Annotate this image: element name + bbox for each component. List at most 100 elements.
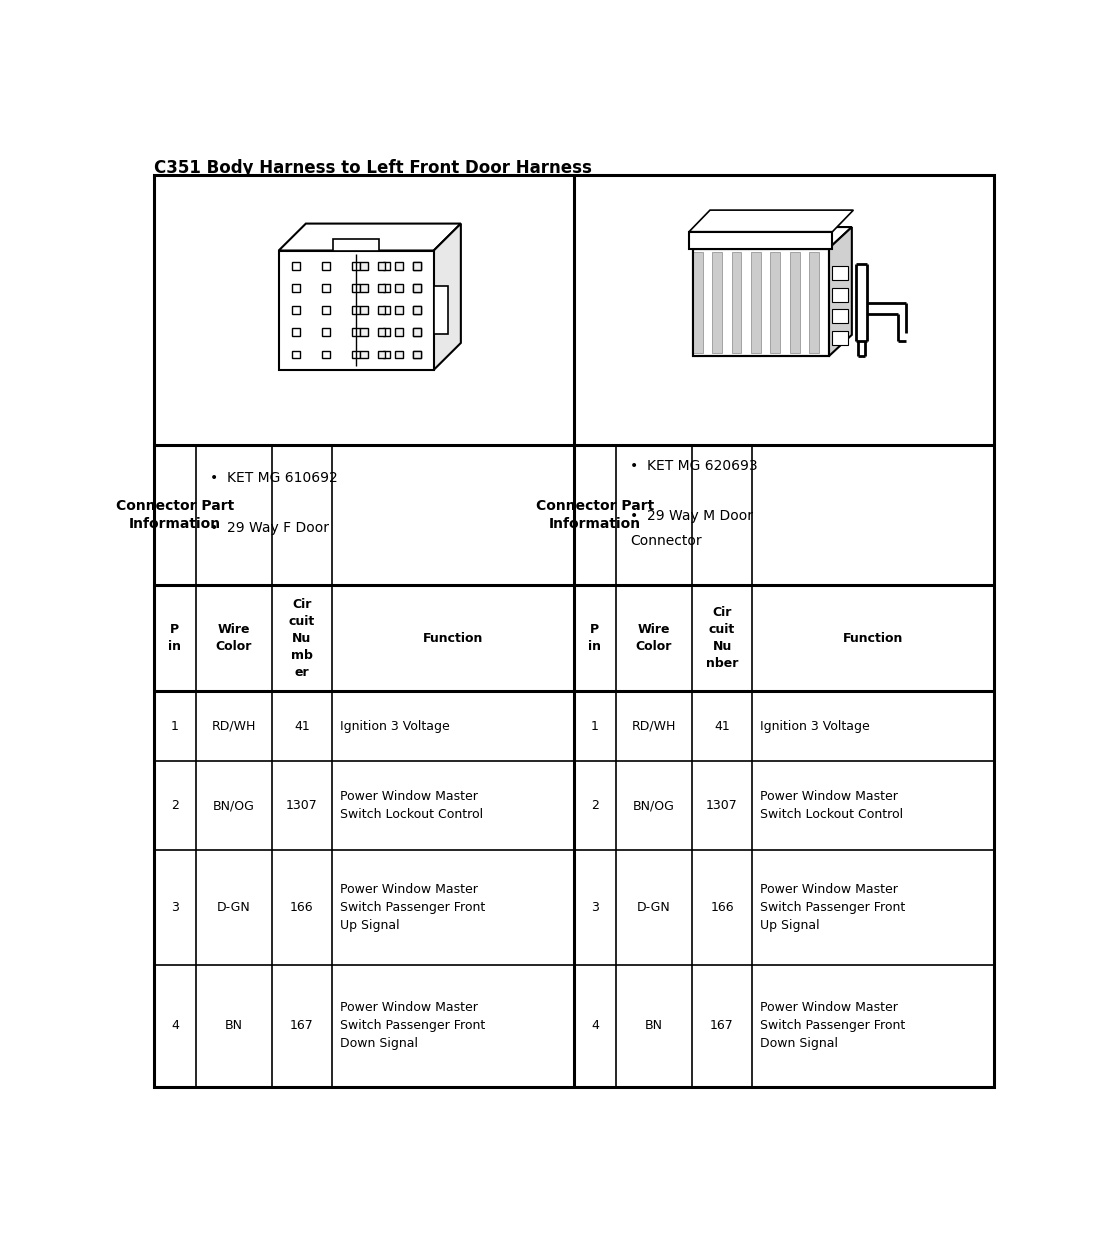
Text: Power Window Master
Switch Passenger Front
Down Signal: Power Window Master Switch Passenger Fro… — [340, 1001, 485, 1050]
Text: Ignition 3 Voltage: Ignition 3 Voltage — [340, 720, 450, 733]
Text: Function: Function — [423, 632, 484, 644]
Bar — [771, 253, 781, 352]
Bar — [377, 351, 385, 358]
Text: BN/OG: BN/OG — [213, 799, 254, 812]
Bar — [323, 328, 330, 336]
Text: 41: 41 — [295, 720, 310, 733]
Bar — [413, 262, 420, 270]
Bar — [413, 306, 420, 313]
Bar — [413, 328, 420, 336]
Text: Connector Part
Information: Connector Part Information — [115, 499, 234, 531]
Bar — [383, 306, 391, 313]
Text: Cir
cuit
Nu
nber: Cir cuit Nu nber — [706, 606, 738, 671]
Text: 1: 1 — [171, 720, 179, 733]
Polygon shape — [829, 228, 852, 357]
Text: D-GN: D-GN — [637, 901, 671, 914]
Text: 1307: 1307 — [286, 799, 318, 812]
Bar — [292, 351, 300, 358]
Bar — [383, 328, 391, 336]
Text: Power Window Master
Switch Lockout Control: Power Window Master Switch Lockout Contr… — [760, 790, 903, 821]
Text: C351 Body Harness to Left Front Door Harness: C351 Body Harness to Left Front Door Har… — [153, 158, 591, 177]
Bar — [353, 351, 361, 358]
Bar — [413, 284, 420, 292]
Text: 166: 166 — [290, 901, 314, 914]
Bar — [323, 284, 330, 292]
Bar — [832, 310, 848, 323]
Bar — [790, 253, 800, 352]
Text: 167: 167 — [710, 1019, 734, 1033]
Text: •  KET MG 620693

•  29 Way M Door
Connector: • KET MG 620693 • 29 Way M Door Connecto… — [629, 459, 757, 547]
Bar — [361, 262, 367, 270]
Bar — [353, 328, 361, 336]
Text: 2: 2 — [591, 799, 599, 812]
Text: P
in: P in — [588, 623, 601, 653]
Bar — [377, 284, 385, 292]
Text: 41: 41 — [715, 720, 730, 733]
Bar — [292, 284, 300, 292]
Bar — [292, 328, 300, 336]
Text: P
in: P in — [168, 623, 181, 653]
Text: Power Window Master
Switch Passenger Front
Down Signal: Power Window Master Switch Passenger Fro… — [760, 1001, 905, 1050]
Bar — [810, 253, 819, 352]
Polygon shape — [279, 224, 460, 250]
Text: 1: 1 — [591, 720, 599, 733]
Bar — [832, 287, 848, 302]
Bar — [333, 239, 380, 250]
Polygon shape — [433, 224, 460, 369]
Bar — [413, 262, 420, 270]
Bar — [413, 351, 420, 358]
Text: Function: Function — [843, 632, 904, 644]
Text: 2: 2 — [171, 799, 179, 812]
Polygon shape — [689, 210, 853, 231]
Text: 167: 167 — [290, 1019, 314, 1033]
Bar — [693, 249, 829, 357]
Text: Ignition 3 Voltage: Ignition 3 Voltage — [760, 720, 870, 733]
Bar — [712, 253, 722, 352]
Bar — [353, 306, 361, 313]
Text: Connector Part
Information: Connector Part Information — [535, 499, 654, 531]
Polygon shape — [693, 228, 852, 249]
Bar — [377, 262, 385, 270]
Bar — [395, 328, 403, 336]
Text: BN: BN — [225, 1019, 243, 1033]
Bar — [395, 262, 403, 270]
Text: 166: 166 — [710, 901, 734, 914]
Bar — [752, 253, 760, 352]
Bar — [323, 306, 330, 313]
Text: 4: 4 — [591, 1019, 599, 1033]
Bar — [413, 284, 420, 292]
Text: 4: 4 — [171, 1019, 179, 1033]
Text: BN: BN — [645, 1019, 663, 1033]
Bar — [361, 328, 367, 336]
Bar — [689, 231, 832, 249]
Bar — [377, 306, 385, 313]
Bar — [353, 284, 361, 292]
Bar — [832, 331, 848, 345]
Bar — [413, 306, 420, 313]
Bar — [413, 328, 420, 336]
Text: BN/OG: BN/OG — [633, 799, 674, 812]
Bar — [361, 351, 367, 358]
Bar — [292, 306, 300, 313]
Text: Wire
Color: Wire Color — [636, 623, 672, 653]
Bar — [413, 351, 420, 358]
Bar — [383, 284, 391, 292]
Bar — [433, 286, 448, 335]
Bar — [693, 249, 829, 357]
Text: •  KET MG 610692

•  29 Way F Door: • KET MG 610692 • 29 Way F Door — [209, 471, 337, 535]
Text: 1307: 1307 — [706, 799, 738, 812]
Text: Cir
cuit
Nu
mb
er: Cir cuit Nu mb er — [289, 597, 315, 679]
Text: 3: 3 — [171, 901, 179, 914]
Text: Power Window Master
Switch Passenger Front
Up Signal: Power Window Master Switch Passenger Fro… — [760, 883, 905, 932]
Bar — [353, 262, 361, 270]
Bar — [377, 328, 385, 336]
Text: D-GN: D-GN — [217, 901, 251, 914]
Text: RD/WH: RD/WH — [632, 720, 676, 733]
Bar — [361, 284, 367, 292]
Text: Power Window Master
Switch Lockout Control: Power Window Master Switch Lockout Contr… — [340, 790, 483, 821]
Text: Power Window Master
Switch Passenger Front
Up Signal: Power Window Master Switch Passenger Fro… — [340, 883, 485, 932]
Text: Wire
Color: Wire Color — [215, 623, 252, 653]
Bar — [395, 284, 403, 292]
Bar — [383, 262, 391, 270]
Bar — [693, 253, 702, 352]
